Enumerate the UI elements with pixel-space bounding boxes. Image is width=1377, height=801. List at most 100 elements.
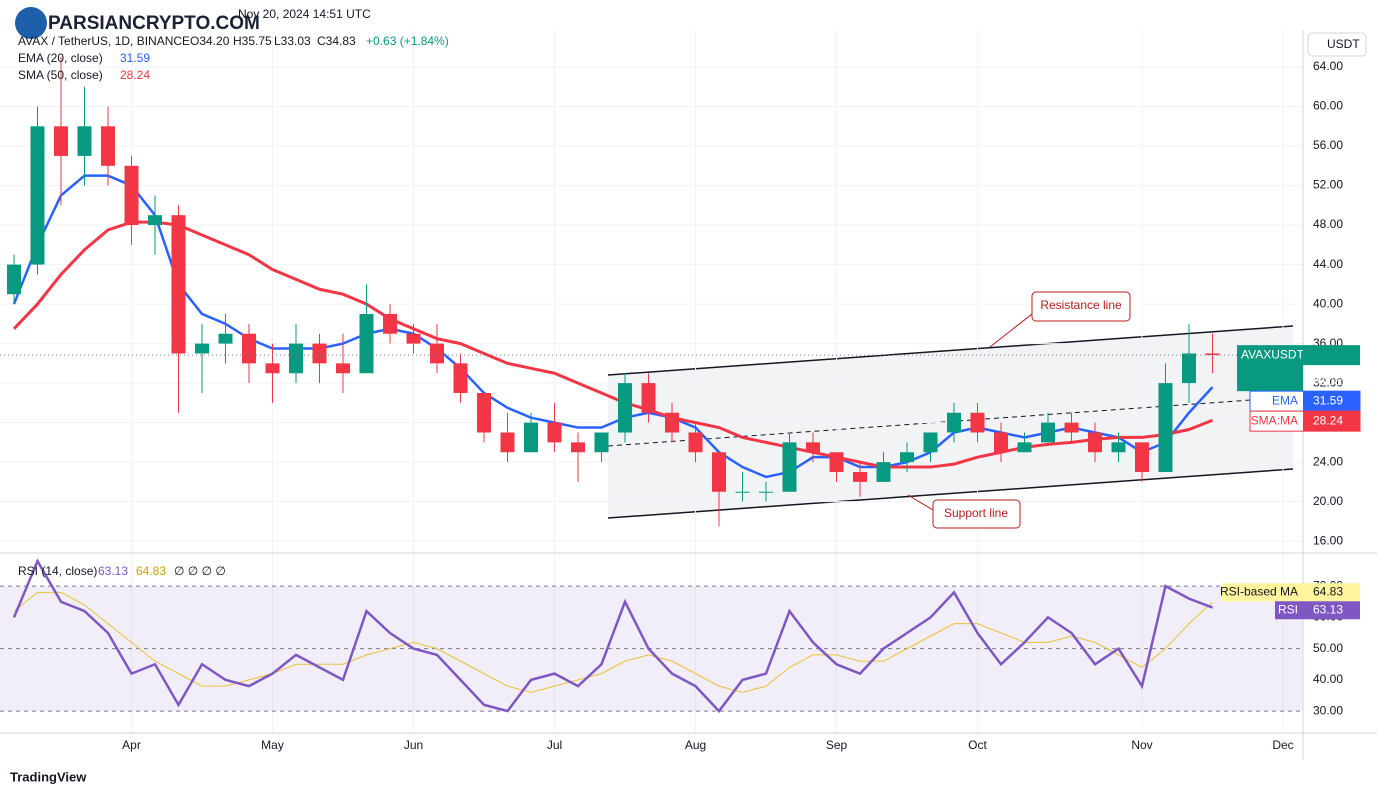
rsi-tag — [1275, 601, 1303, 620]
candle-body — [759, 491, 773, 493]
low: L33.03 — [274, 34, 311, 48]
x-tick-label: Sep — [826, 738, 848, 752]
rsi-value: 63.13 — [1313, 602, 1343, 616]
support-label-box — [932, 499, 1021, 529]
countdown: 09:08:18 — [1313, 376, 1356, 388]
rsi-legend: RSI (14, close) — [18, 564, 97, 578]
y-tick-label: 40.00 — [1313, 296, 1343, 310]
y-tick-label: 40.00 — [1313, 672, 1343, 686]
candle-body — [500, 432, 515, 453]
symbol: AVAX / TetherUS, 1D, BINANCE — [18, 34, 190, 48]
candle-body — [218, 333, 233, 344]
ema-legend: EMA (20, close) — [18, 51, 103, 65]
candle-body — [1064, 422, 1079, 433]
indicator-value: 28.24 — [1313, 413, 1343, 427]
x-tick-label: Oct — [968, 738, 987, 752]
rsi-legend-value: 64.83 — [136, 564, 166, 578]
legend-value: 28.24 — [120, 68, 150, 82]
brand: TradingView — [10, 769, 87, 784]
watermark-logo — [15, 7, 47, 39]
candle-body — [1135, 442, 1149, 472]
y-tick-label: 32.00 — [1313, 375, 1343, 389]
y-tick-label: 16.00 — [1313, 533, 1343, 547]
candle-body — [265, 363, 280, 374]
price-tag — [1237, 345, 1303, 392]
candle-body — [101, 126, 115, 166]
candle-body — [829, 452, 844, 472]
resistance-label-box — [1031, 291, 1131, 322]
rsi-value-box — [1303, 601, 1360, 620]
y-tick-label: 30.00 — [1313, 703, 1343, 717]
candle-body — [1182, 353, 1196, 384]
candle-body — [1111, 442, 1126, 453]
candle-body — [806, 442, 820, 453]
candle-body — [430, 343, 444, 364]
x-tick-label: Jun — [404, 738, 423, 752]
resistance-line — [607, 325, 1294, 376]
y-tick-label: 60.00 — [1313, 99, 1343, 113]
rsi-legend-value: 63.13 — [98, 564, 128, 578]
candle-body — [594, 432, 609, 453]
price-change: −19.38% — [1313, 363, 1357, 375]
candle-body — [289, 343, 303, 374]
indicator-tag-name: SMA:MA — [1251, 413, 1298, 427]
x-tick-label: Jul — [547, 738, 562, 752]
y-tick-label: 64.00 — [1313, 59, 1343, 73]
candle-body — [618, 383, 632, 433]
candle-body — [1088, 432, 1102, 453]
candle-body — [712, 452, 726, 492]
price-tag-symbol: AVAXUSDT — [1241, 347, 1305, 361]
y-tick-label: 50.00 — [1313, 641, 1343, 655]
watermark: PARSIANCRYPTO.COM — [48, 13, 260, 34]
candle-body — [665, 412, 679, 433]
indicator-tag-name: EMA — [1272, 393, 1298, 407]
candle-body — [547, 422, 562, 443]
support-line — [607, 468, 1294, 519]
resistance-label: Resistance line — [1040, 298, 1122, 312]
y-tick-label: 44.00 — [1313, 257, 1343, 271]
timestamp: Nov 20, 2024 14:51 UTC — [238, 7, 371, 21]
candle-body — [242, 333, 256, 364]
candle-body — [383, 313, 397, 334]
y-tick-label: 48.00 — [1313, 217, 1343, 231]
candle-body — [7, 264, 21, 295]
candle-body — [312, 343, 327, 364]
x-tick-label: Apr — [122, 738, 141, 752]
candle-body — [1158, 383, 1173, 472]
rsi-value: 64.83 — [1313, 584, 1343, 598]
currency[interactable]: USDT — [1327, 37, 1360, 51]
legend-value: 31.59 — [120, 51, 150, 65]
candle-body — [195, 343, 209, 354]
candle-body — [477, 392, 491, 433]
rsi-tag-name: RSI — [1278, 602, 1298, 616]
candle-body — [994, 432, 1008, 453]
rsi-line — [13, 591, 1213, 693]
watermark-box — [10, 5, 235, 41]
candle-body — [30, 126, 45, 265]
rsi-line — [12, 558, 1213, 714]
candle-body — [641, 383, 656, 413]
candle-body — [77, 126, 92, 156]
resistance-pointer — [989, 313, 1033, 348]
sma-legend: SMA (50, close) — [18, 68, 103, 82]
candle-body — [735, 491, 750, 493]
candle-body — [876, 462, 891, 482]
open: O34.20 — [190, 34, 230, 48]
x-tick-label: Aug — [685, 738, 706, 752]
currency-button[interactable] — [1307, 32, 1367, 57]
rsi-value-box — [1303, 583, 1360, 602]
candle-body — [970, 412, 985, 433]
candle-body — [947, 412, 961, 433]
indicator-value-box — [1303, 411, 1360, 432]
indicator-value-box — [1303, 391, 1360, 412]
rsi-tag-name: RSI-based MA — [1220, 584, 1298, 598]
support-pointer — [907, 494, 934, 511]
candle-body — [923, 432, 938, 453]
x-tick-label: May — [261, 738, 284, 752]
candle-body — [900, 452, 914, 463]
rsi-tag — [1222, 583, 1303, 602]
y-tick-label: 20.00 — [1313, 494, 1343, 508]
close: C34.83 — [317, 34, 356, 48]
price-value-box — [1303, 345, 1360, 366]
